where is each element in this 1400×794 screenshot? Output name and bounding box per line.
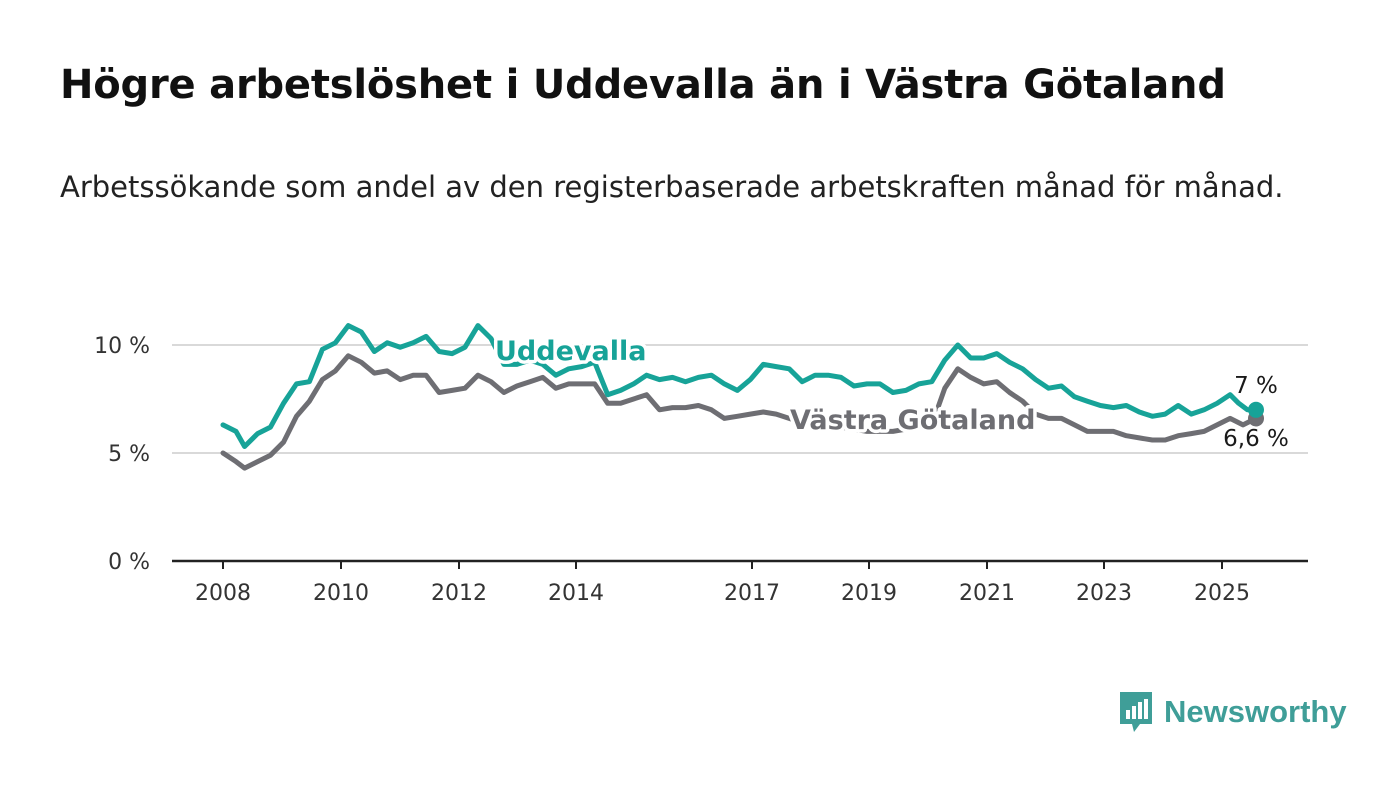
series-label-vastra-gotaland: Västra Götaland <box>790 405 1035 436</box>
x-tick-label: 2008 <box>195 581 251 606</box>
y-tick-label: 5 % <box>108 442 150 467</box>
y-tick-label: 0 % <box>108 550 150 575</box>
y-tick-label: 10 % <box>94 334 150 359</box>
brand-name: Newsworthy <box>1164 694 1347 729</box>
series-end-point <box>1248 401 1264 418</box>
x-axis: 2008 2010 2012 2014 2017 2019 2021 2023 2025 <box>172 559 1308 606</box>
end-value-uddevalla: 7 % <box>1234 373 1278 399</box>
chart-title: Högre arbetslöshet i Uddevalla än i Väst… <box>60 62 1226 108</box>
series-line-uddevalla <box>220 323 1259 449</box>
end-value-vastra-gotaland: 6,6 % <box>1223 426 1289 452</box>
y-axis-ticks: 0 % 5 % 10 % <box>94 334 150 575</box>
series-line-vastra-gotaland <box>220 353 1259 471</box>
newsworthy-logo-icon <box>1120 692 1152 732</box>
x-tick-label: 2017 <box>724 581 780 606</box>
x-tick-label: 2010 <box>313 581 369 606</box>
x-tick-label: 2023 <box>1076 581 1132 606</box>
x-tick-label: 2012 <box>431 581 487 606</box>
series-label-uddevalla: Uddevalla <box>495 336 646 367</box>
x-tick-label: 2021 <box>959 581 1015 606</box>
grid-lines <box>172 344 1308 454</box>
x-tick-label: 2025 <box>1194 581 1250 606</box>
newsworthy-logo: Newsworthy <box>1118 690 1347 734</box>
chart-subtitle: Arbetssökande som andel av den registerb… <box>60 170 1284 204</box>
x-tick-label: 2014 <box>548 581 604 606</box>
x-tick-label: 2019 <box>841 581 897 606</box>
series-labels: Uddevalla Västra Götaland 7 % 6,6 % <box>492 333 1292 455</box>
series-lines <box>220 323 1264 471</box>
